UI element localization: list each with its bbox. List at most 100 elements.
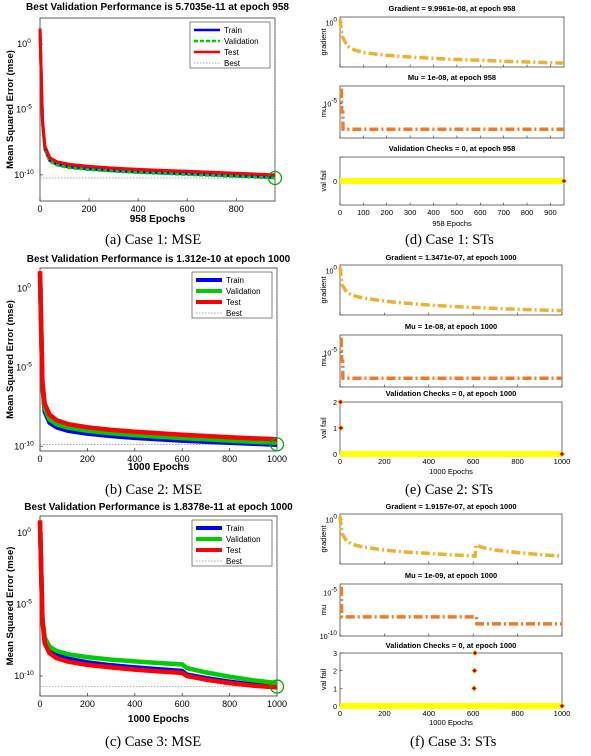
chart-d-xtick-label: 100 [357,208,370,217]
chart-f-sub0-ylabel: gradient [319,525,328,553]
chart-e-sub1-ylabel: mu [319,356,328,366]
chart-d-sub2-marker [560,177,568,185]
chart-e-sub1-ytick-label: 10-5 [323,346,337,357]
chart-c-xtick-label: 200 [80,699,95,709]
chart-e-xtick-label: 0 [338,457,342,466]
chart-f-xtick-label: 0 [338,709,342,718]
chart-d-sub2-ylabel: val fail [319,170,328,192]
chart-a-series-test [38,28,276,177]
chart-f-sub0-title: Gradient = 1.9157e-07, at epoch 1000 [385,502,516,511]
chart-f-xlabel: 1000 Epochs [429,718,473,727]
chart-c-xtick-label: 800 [222,699,237,709]
chart-f-sub2-ylabel: val fail [319,669,328,691]
chart-a-xtick-label: 800 [229,204,244,214]
chart-c-ylabel: Mean Squared Error (mse) [5,547,16,666]
chart-d-xlabel: 958 Epochs [432,219,472,228]
chart-c-best-marker [269,679,285,694]
chart-f-sub1-series [339,586,562,626]
chart-a-xtick-label: 400 [131,204,146,214]
caption-b: (b) Case 2: MSE [105,482,203,498]
chart-e-xlabel: 1000 Epochs [429,467,473,476]
chart-c-xtick-label: 1000 [267,699,287,709]
chart-c-xlabel: 1000 Epochs [128,714,190,725]
chart-c-series-test [37,520,278,690]
chart-d-sub1-series [339,88,564,132]
chart-b-series-test [37,271,278,442]
caption-e: (e) Case 2: STs [405,482,493,498]
chart-b-xtick-label: 600 [175,454,190,464]
chart-d-xtick-label: 900 [544,208,557,217]
chart-d-sub2-ytick-label: 0 [333,179,337,186]
chart-d-sub0-series [338,19,565,65]
chart-a-ytick-label: 100 [17,38,31,49]
chart-d-xtick-label: 400 [427,208,440,217]
chart-f-sub1-ytick-label: 10-10 [320,630,338,641]
chart-f-xtick-label: 200 [378,709,391,718]
chart-e-sub2-ylabel: val fail [319,417,328,439]
chart-a-legend-label-best: Best [224,59,241,68]
chart-d-xtick-label: 800 [521,208,534,217]
chart-e-sub2-marker [337,424,344,432]
chart-e-sub2-marker [558,450,566,458]
caption-a: (a) Case 1: MSE [105,232,202,248]
chart-c-xtick-label: 400 [127,699,142,709]
chart-b-xtick-label: 400 [127,454,142,464]
chart-f-sub2-ytick-label: 0 [333,704,337,711]
chart-f-xtick-label: 800 [511,709,524,718]
chart-e-sub0-title: Gradient = 1.3471e-07, at epoch 1000 [385,253,516,262]
chart-c-xtick-label: 600 [175,699,190,709]
chart-a-xtick-label: 600 [180,204,195,214]
chart-d-xtick-label: 200 [381,208,394,217]
chart-c-title: Best Validation Performance is 1.8378e-1… [24,502,293,513]
chart-b-xlabel: 1000 Epochs [128,462,190,473]
chart-a-legend-label-train: Train [224,26,242,35]
chart-b-best-marker [269,437,285,452]
chart-c-ytick-label: 10-5 [16,599,32,610]
chart-f-sub1-ylabel: mu [319,605,328,615]
chart-f-sub2-marker [471,685,478,692]
chart-e-sub1-series [339,337,562,381]
chart-f-sub2-marker [558,702,566,710]
chart-f-sub1-axes [339,583,563,637]
chart-e-sub0-ylabel: gradient [319,276,328,304]
chart-f-sub0-ytick-label: 100 [326,514,338,525]
chart-e-sub0-series [338,267,563,313]
chart-a-xtick-label: 0 [37,204,42,214]
chart-e-xtick-label: 200 [378,457,391,466]
chart-b-title: Best Validation Performance is 1.312e-10… [27,254,291,265]
chart-b-xtick-label: 800 [222,454,237,464]
chart-f-sub1-ytick-label: 10-5 [323,587,337,598]
chart-e-sub2-title: Validation Checks = 0, at epoch 1000 [386,389,517,398]
chart-a-legend-label-validation: Validation [224,37,259,46]
chart-b-legend-label-train: Train [226,276,244,285]
chart-e-sub1-title: Mu = 1e-08, at epoch 1000 [405,322,497,331]
chart-b-xtick-label: 0 [37,454,42,464]
chart-d-sub0-axes [339,16,565,68]
chart-d-sub2-title: Validation Checks = 0, at epoch 958 [389,144,516,153]
chart-c-xtick-label: 0 [37,699,42,709]
chart-b-legend-label-test: Test [226,298,241,307]
chart-b-ytick-label: 10-5 [16,361,32,372]
chart-f-xtick-label: 1000 [554,709,571,718]
chart-e-xtick-label: 400 [423,457,436,466]
chart-d-sub0-ylabel: gradient [319,28,328,56]
chart-c-ytick-label: 10-10 [14,670,34,681]
chart-d-sub0-ytick-label: 100 [326,17,338,28]
chart-f-sub2-axes [339,652,563,707]
chart-c-legend-label-test: Test [226,546,241,555]
chart-e-xtick-label: 1000 [554,457,571,466]
chart-a-legend-label-test: Test [224,48,239,57]
chart-b-ylabel: Mean Squared Error (mse) [5,300,16,419]
chart-f-sub2-title: Validation Checks = 0, at epoch 1000 [386,641,517,650]
caption-d: (d) Case 1: STs [405,232,494,248]
chart-a-ytick-label: 10-10 [14,169,34,180]
chart-f-sub2-ytick-label: 2 [333,669,337,676]
chart-d-xtick-label: 0 [338,208,342,217]
caption-c: (c) Case 3: MSE [105,734,202,750]
chart-c-legend-label-train: Train [226,524,244,533]
chart-e-xtick-label: 800 [511,457,524,466]
chart-c-legend-label-validation: Validation [226,535,261,544]
chart-a-ylabel: Mean Squared Error (mse) [5,50,16,169]
chart-e-sub2-marker [337,398,344,406]
